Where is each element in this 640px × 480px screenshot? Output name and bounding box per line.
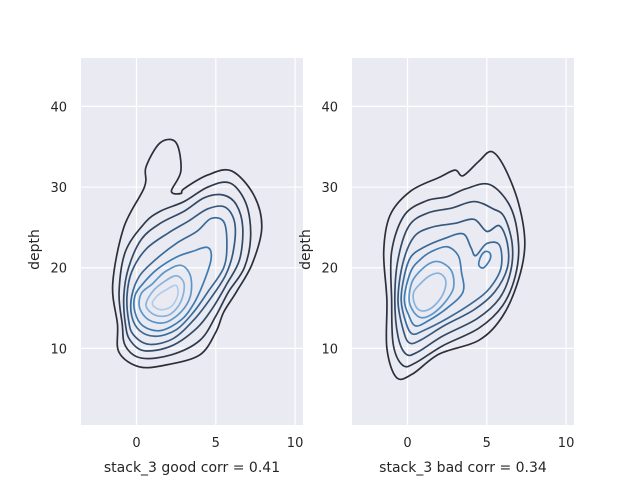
x-tick-label: 10 (287, 436, 304, 451)
contour-line-level-8 (412, 272, 447, 312)
contour-line-level-3 (122, 193, 244, 352)
contour-line-level-3 (393, 200, 514, 357)
contour-line-level-6 (133, 246, 213, 332)
y-axis-label: depth (27, 229, 43, 270)
right-panel: 0 5 10 10 20 30 40 stack_3 bad corr = 0.34 depth (298, 58, 574, 476)
contour-line-level-4 (126, 205, 237, 346)
contour-line-level-1 (382, 150, 526, 381)
x-tick-label: 10 (558, 436, 575, 451)
contour-line-level-7 (138, 264, 193, 324)
y-tick-label: 20 (321, 262, 338, 277)
y-tick-label: 40 (321, 100, 338, 115)
contour-line-level-8 (145, 274, 186, 318)
y-tick-label: 30 (321, 181, 338, 196)
contour-line-level-2 (118, 181, 252, 360)
contour-line-level-1 (111, 138, 263, 369)
contour-line-level-2 (389, 182, 520, 368)
contour-line-level-6 (403, 245, 465, 327)
plot-area (81, 58, 303, 425)
x-axis-label: stack_3 bad corr = 0.34 (379, 460, 547, 476)
y-tick-label: 20 (50, 262, 67, 277)
x-tick-label: 0 (132, 436, 140, 451)
x-tick-label: 0 (403, 436, 411, 451)
left-panel: 0 5 10 10 20 30 40 stack_3 good corr = 0.41 dept… (27, 58, 303, 476)
contour-group (111, 138, 263, 369)
y-tick-label: 10 (50, 342, 67, 357)
x-tick-label: 5 (483, 436, 491, 451)
y-tick-label: 10 (321, 342, 338, 357)
x-tick-label: 5 (212, 436, 220, 451)
x-axis-label: stack_3 good corr = 0.41 (104, 460, 280, 476)
y-tick-label: 40 (50, 100, 67, 115)
contour-group (382, 150, 526, 381)
contour-line-level-9 (151, 284, 179, 311)
contour-line-level-4 (397, 218, 510, 345)
plot-area (352, 58, 574, 425)
contour-line-level-7 (408, 260, 455, 319)
contour-line-level-9 (477, 250, 492, 269)
contour-line-level-5 (129, 216, 228, 338)
contour-line-level-5 (400, 232, 503, 336)
y-tick-label: 30 (50, 181, 67, 196)
y-axis-label: depth (298, 229, 314, 270)
